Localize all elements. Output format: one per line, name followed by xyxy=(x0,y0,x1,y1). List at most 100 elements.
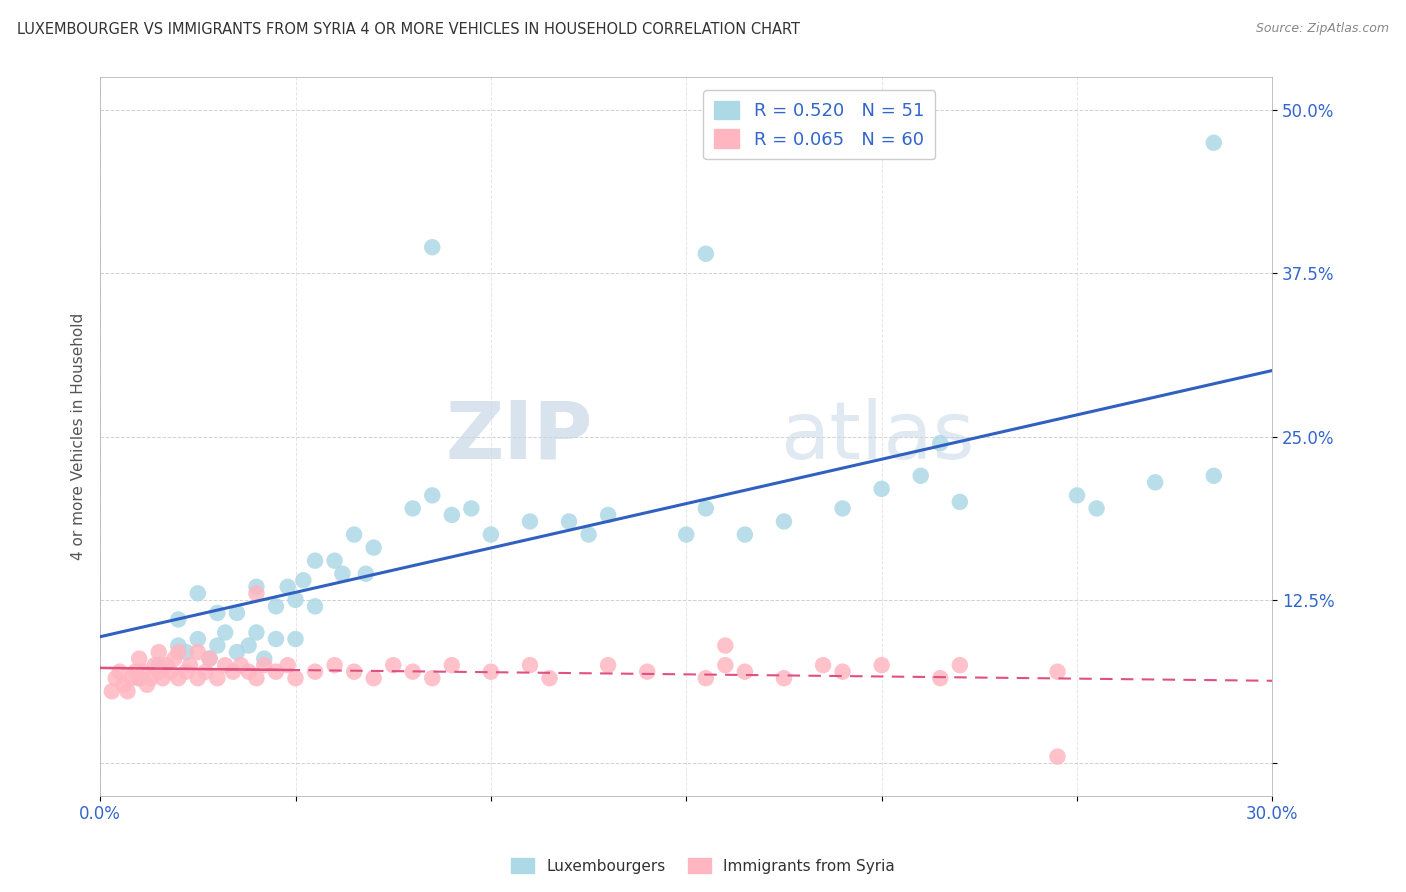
Point xyxy=(831,665,853,679)
Point xyxy=(264,599,287,614)
Point xyxy=(225,645,247,659)
Point xyxy=(929,671,952,685)
Point xyxy=(179,658,201,673)
Point xyxy=(124,665,146,679)
Point xyxy=(238,665,260,679)
Point xyxy=(420,488,443,502)
Point xyxy=(695,246,717,260)
Point xyxy=(1066,488,1088,502)
Point xyxy=(354,566,377,581)
Point xyxy=(773,671,796,685)
Point xyxy=(636,665,658,679)
Point xyxy=(187,632,209,646)
Point xyxy=(148,658,170,673)
Point xyxy=(148,645,170,659)
Point xyxy=(108,665,131,679)
Point xyxy=(187,645,209,659)
Point xyxy=(479,665,502,679)
Point xyxy=(831,501,853,516)
Point xyxy=(139,671,162,685)
Point xyxy=(382,658,405,673)
Point xyxy=(402,665,425,679)
Point xyxy=(420,240,443,254)
Point xyxy=(284,671,307,685)
Point xyxy=(238,639,260,653)
Point xyxy=(1085,501,1108,516)
Point xyxy=(207,606,229,620)
Point xyxy=(101,684,124,698)
Point xyxy=(402,501,425,516)
Point xyxy=(714,658,737,673)
Point xyxy=(675,527,697,541)
Point xyxy=(558,515,581,529)
Point xyxy=(277,580,299,594)
Point xyxy=(734,665,756,679)
Point xyxy=(167,671,190,685)
Point xyxy=(148,665,170,679)
Point xyxy=(194,665,217,679)
Point xyxy=(695,501,717,516)
Text: ZIP: ZIP xyxy=(446,398,592,475)
Point xyxy=(187,671,209,685)
Point xyxy=(1046,749,1069,764)
Point xyxy=(332,566,354,581)
Point xyxy=(155,658,177,673)
Point xyxy=(479,527,502,541)
Text: atlas: atlas xyxy=(780,398,974,475)
Point xyxy=(284,632,307,646)
Point xyxy=(253,651,276,665)
Point xyxy=(323,658,346,673)
Point xyxy=(811,658,834,673)
Point xyxy=(910,468,932,483)
Point xyxy=(136,678,159,692)
Point xyxy=(695,671,717,685)
Text: LUXEMBOURGER VS IMMIGRANTS FROM SYRIA 4 OR MORE VEHICLES IN HOUSEHOLD CORRELATIO: LUXEMBOURGER VS IMMIGRANTS FROM SYRIA 4 … xyxy=(17,22,800,37)
Y-axis label: 4 or more Vehicles in Household: 4 or more Vehicles in Household xyxy=(72,313,86,560)
Point xyxy=(264,632,287,646)
Point xyxy=(714,639,737,653)
Point xyxy=(214,658,236,673)
Point xyxy=(128,651,150,665)
Point xyxy=(245,580,267,594)
Point xyxy=(292,574,315,588)
Point xyxy=(440,658,463,673)
Point xyxy=(167,612,190,626)
Point xyxy=(343,665,366,679)
Point xyxy=(264,665,287,679)
Point xyxy=(132,665,155,679)
Point xyxy=(460,501,482,516)
Point xyxy=(598,508,620,522)
Point xyxy=(773,515,796,529)
Point xyxy=(440,508,463,522)
Point xyxy=(174,645,197,659)
Point xyxy=(949,658,972,673)
Point xyxy=(128,671,150,685)
Point xyxy=(152,671,174,685)
Point xyxy=(323,554,346,568)
Point xyxy=(187,586,209,600)
Text: Source: ZipAtlas.com: Source: ZipAtlas.com xyxy=(1256,22,1389,36)
Point xyxy=(1202,468,1225,483)
Point xyxy=(198,651,221,665)
Point xyxy=(734,527,756,541)
Point xyxy=(198,651,221,665)
Point xyxy=(598,658,620,673)
Point xyxy=(363,541,385,555)
Point xyxy=(343,527,366,541)
Point xyxy=(128,671,150,685)
Point xyxy=(117,684,139,698)
Legend: R = 0.520   N = 51, R = 0.065   N = 60: R = 0.520 N = 51, R = 0.065 N = 60 xyxy=(703,90,935,160)
Point xyxy=(253,658,276,673)
Point xyxy=(929,436,952,450)
Point xyxy=(207,639,229,653)
Point xyxy=(519,658,541,673)
Point xyxy=(143,658,166,673)
Point xyxy=(159,665,181,679)
Point xyxy=(519,515,541,529)
Legend: Luxembourgers, Immigrants from Syria: Luxembourgers, Immigrants from Syria xyxy=(505,852,901,880)
Point xyxy=(207,671,229,685)
Point xyxy=(167,645,190,659)
Point xyxy=(214,625,236,640)
Point xyxy=(304,554,326,568)
Point xyxy=(245,586,267,600)
